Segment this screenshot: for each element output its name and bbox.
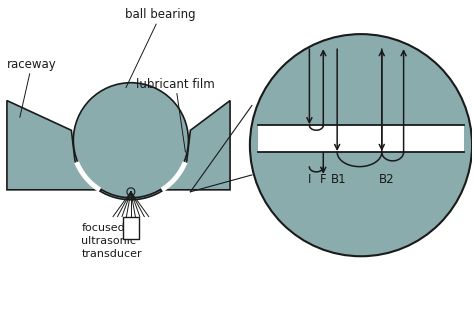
Text: focused
ultrasonic
transducer: focused ultrasonic transducer: [82, 222, 142, 259]
Circle shape: [73, 83, 188, 198]
Text: I: I: [308, 173, 311, 186]
Bar: [258, 125, 464, 152]
Text: lubricant film: lubricant film: [136, 78, 215, 152]
Text: ball bearing: ball bearing: [125, 8, 196, 88]
Polygon shape: [74, 161, 101, 192]
Bar: [123, 217, 139, 240]
Text: raceway: raceway: [7, 58, 57, 118]
Text: B1: B1: [331, 173, 347, 186]
Circle shape: [250, 34, 472, 256]
Text: B2: B2: [379, 173, 394, 186]
Text: F: F: [320, 173, 327, 186]
Polygon shape: [7, 100, 230, 200]
Polygon shape: [161, 161, 187, 192]
